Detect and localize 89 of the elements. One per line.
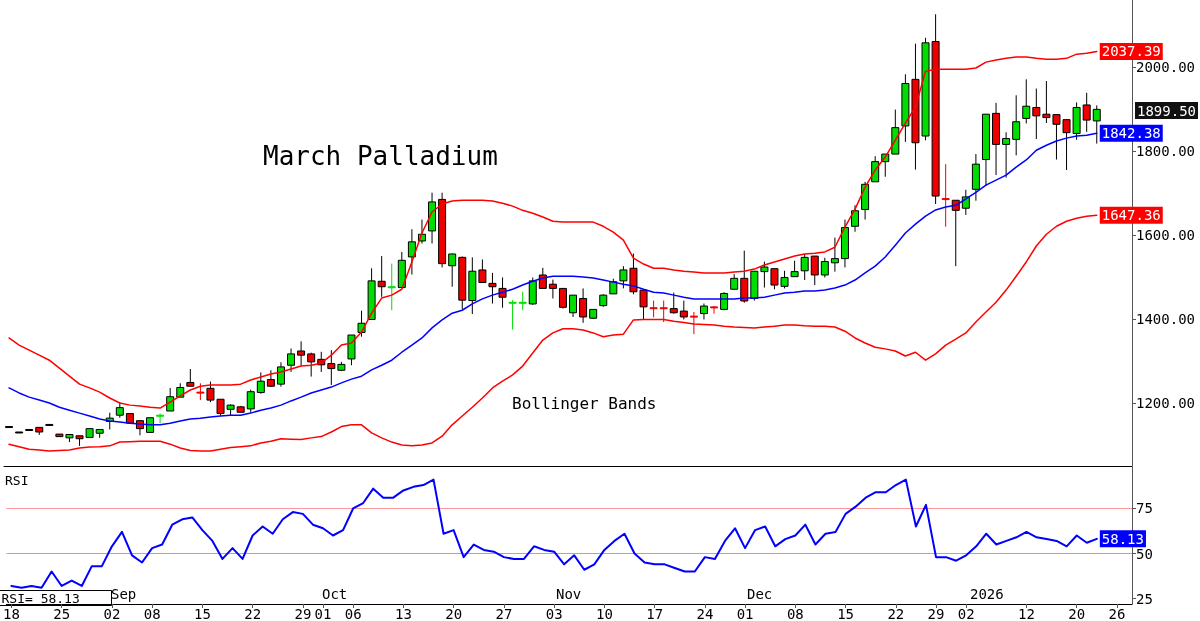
x-tick-label: 15: [193, 606, 211, 621]
data-label: 58.13: [1101, 530, 1144, 547]
x-tick-label: 20: [1068, 606, 1086, 621]
candlestick: [800, 253, 809, 281]
candlestick: [508, 299, 517, 331]
candlestick: [488, 272, 497, 305]
y-tick-label: 1600.00: [1136, 227, 1196, 244]
x-tick-label: 01: [314, 606, 332, 621]
candlestick: [478, 258, 487, 284]
x-tick-label: 22: [887, 606, 905, 621]
candlestick: [1012, 94, 1021, 156]
y-tick-label: 25: [1136, 590, 1153, 607]
candlestick: [256, 371, 265, 395]
candlestick: [518, 291, 527, 311]
candlestick: [448, 253, 457, 288]
x-tick-label: 20: [445, 606, 463, 621]
x-tick-label: 08: [143, 606, 161, 621]
candlestick: [1002, 131, 1011, 179]
candlestick: [941, 163, 950, 228]
x-tick-label: 22: [244, 606, 262, 621]
x-tick-label: 26: [1108, 606, 1126, 621]
x-tick-label: 18: [2, 606, 20, 621]
annotation: Oct: [322, 586, 348, 602]
candlestick: [558, 287, 567, 310]
annotation: Nov: [556, 586, 582, 602]
candlestick: [538, 267, 547, 289]
text: March Palladium: [263, 141, 498, 171]
candlestick: [407, 228, 416, 276]
annotation: RSI= 58.13: [1, 590, 80, 606]
candlestick: [327, 349, 336, 386]
candlestick: [669, 292, 678, 315]
x-tick-label: 29: [927, 606, 945, 621]
candlestick: [347, 334, 356, 366]
candlestick: [961, 189, 970, 216]
candlestick: [851, 204, 860, 233]
text: 1899.50: [1137, 103, 1197, 119]
x-tick-label: 02: [103, 606, 121, 621]
candlestick: [387, 263, 396, 311]
candlestick: [1022, 78, 1031, 124]
candlestick: [548, 279, 557, 299]
candlestick: [659, 300, 668, 323]
x-tick-label: 08: [786, 606, 804, 621]
candlestick: [579, 287, 588, 324]
x-tick-label: 01: [736, 606, 754, 621]
candlestick: [569, 294, 578, 318]
candlestick: [710, 305, 719, 315]
candlestick: [1082, 92, 1091, 133]
data-label: 1647.36: [1101, 207, 1161, 224]
y-tick-label: 1800.00: [1136, 143, 1196, 160]
annotation: 2026: [970, 586, 1004, 602]
candlestick: [820, 257, 829, 278]
x-tick-label: 29: [294, 606, 312, 621]
candlestick: [1092, 104, 1101, 145]
x-tick-label: 15: [837, 606, 854, 621]
x-tick-label: 24: [696, 606, 714, 621]
annotation: Sep: [111, 586, 137, 602]
data-label: 2037.39: [1101, 43, 1161, 60]
y-tick-label: 1200.00: [1136, 395, 1196, 412]
candlestick: [276, 361, 285, 388]
x-tick-label: 25: [53, 606, 71, 621]
candlestick: [679, 300, 688, 320]
candlestick: [740, 250, 749, 304]
x-tick-label: 06: [344, 606, 362, 621]
candlestick: [246, 389, 255, 414]
candlestick: [689, 311, 698, 335]
x-tick-label: 13: [394, 606, 412, 621]
candlestick: [377, 255, 386, 298]
x-tick-label: 10: [595, 606, 613, 621]
annotation: Bollinger Bands: [512, 393, 657, 413]
text: RSI: [5, 473, 29, 488]
x-tick-label: 17: [646, 606, 664, 621]
candlestick: [528, 277, 537, 306]
y-tick-label: 2000.00: [1136, 59, 1196, 76]
candlestick: [156, 413, 165, 424]
annotation: Dec: [747, 586, 773, 602]
candlestick: [297, 340, 306, 367]
x-tick-label: 03: [545, 606, 563, 621]
candlestick: [1032, 88, 1041, 140]
candlestick: [830, 237, 839, 273]
data-label: 1842.38: [1101, 125, 1161, 142]
x-tick-label: 02: [957, 606, 975, 621]
y-tick-label: 50: [1136, 545, 1153, 562]
y-tick-label: 1400.00: [1136, 311, 1196, 328]
line-series: [8, 214, 1098, 452]
x-tick-label: 12: [1018, 606, 1035, 621]
y-tick-label: 75: [1136, 500, 1153, 517]
candlestick: [287, 347, 296, 373]
candlestick: [810, 255, 819, 286]
x-tick-label: 27: [495, 606, 513, 621]
